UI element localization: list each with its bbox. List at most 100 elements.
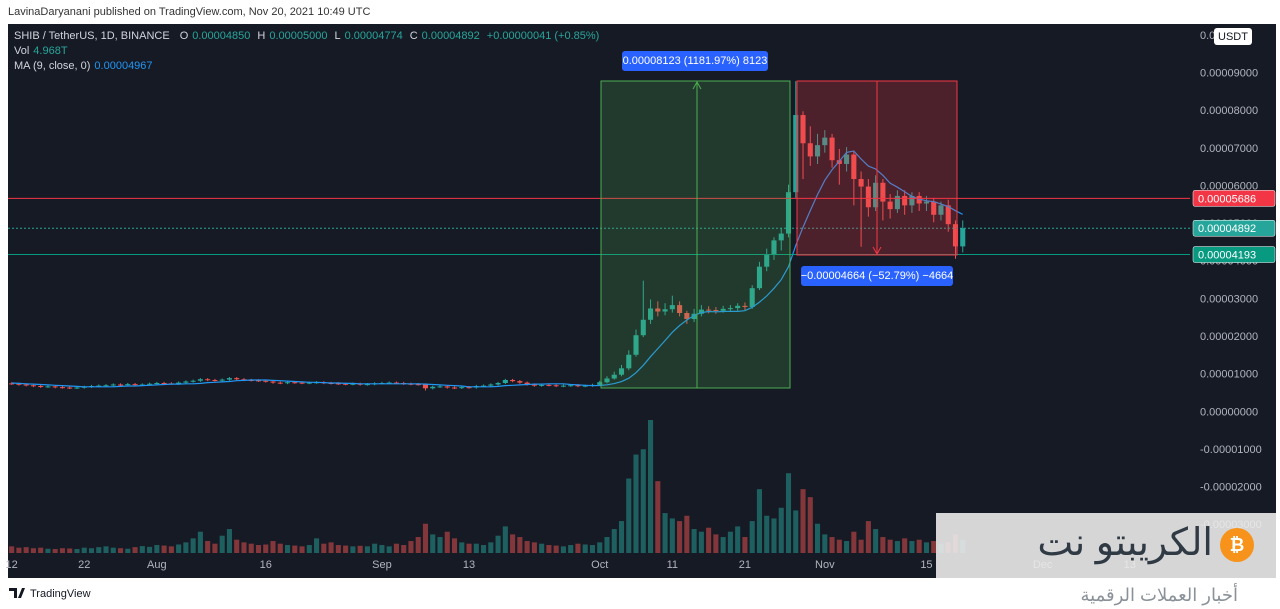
candle-body xyxy=(873,182,879,208)
change: +0.00000041 (+0.85%) xyxy=(486,30,600,42)
volume-bar xyxy=(720,537,726,553)
publisher: LavinaDaryanani published on TradingView… xyxy=(8,6,371,18)
x-tick-label: Sep xyxy=(372,559,392,571)
x-tick-label: 12 xyxy=(6,559,18,571)
volume-bar xyxy=(415,537,421,553)
brand-logo xyxy=(9,588,25,598)
candle-body xyxy=(212,379,218,381)
candle-body xyxy=(844,154,850,164)
candle-body xyxy=(241,379,247,381)
plot-area xyxy=(8,81,1190,553)
volume-bar xyxy=(473,543,479,553)
candle-body xyxy=(190,380,196,382)
volume-bar xyxy=(640,449,646,553)
candle-body xyxy=(902,195,908,206)
candle-body xyxy=(74,387,80,389)
volume-bar xyxy=(125,548,131,553)
candle-body xyxy=(277,382,283,384)
volume-bar xyxy=(626,478,632,553)
candle-body xyxy=(851,154,857,180)
volume-bar xyxy=(30,548,36,553)
volume-bar xyxy=(502,526,508,553)
candle-body xyxy=(894,195,900,210)
volume-bar xyxy=(437,537,443,553)
candle-body xyxy=(807,143,813,157)
volume-bar xyxy=(364,546,370,553)
candle-body xyxy=(764,255,770,267)
volume-bar xyxy=(873,529,879,553)
volume-bar xyxy=(793,510,799,553)
ma-line xyxy=(11,150,963,388)
candle-body xyxy=(669,305,675,310)
volume-bar xyxy=(858,539,864,553)
volume-bar xyxy=(110,547,116,553)
y-tick-label: 0.00001000 xyxy=(1200,369,1258,381)
candle-body xyxy=(713,309,719,311)
volume-bar xyxy=(648,420,654,553)
volume-bar xyxy=(379,545,385,553)
volume-bar xyxy=(45,548,51,553)
volume-bar xyxy=(299,546,305,553)
ohlc-value: 0.00005000 xyxy=(269,30,328,42)
volume-bar xyxy=(219,535,225,553)
ohlc-key: H xyxy=(257,30,266,42)
volume-bar xyxy=(154,545,160,553)
volume-bar xyxy=(263,544,269,553)
volume-bar xyxy=(575,543,581,553)
price-badge-label: 0.00005686 xyxy=(1198,193,1256,205)
price-badge xyxy=(1192,246,1276,263)
watermark-box xyxy=(936,513,1276,578)
candle-body xyxy=(263,380,269,382)
volume-bar xyxy=(350,546,356,553)
volume-bar xyxy=(451,538,458,553)
candle-body xyxy=(154,383,160,385)
ohlc-key: O xyxy=(179,30,189,42)
ohlc-value: 0.00004774 xyxy=(344,30,403,42)
candle-body xyxy=(626,354,632,369)
volume-bar xyxy=(226,529,232,553)
candle-body xyxy=(880,182,886,202)
candle-body xyxy=(23,384,29,386)
volume-bar xyxy=(321,543,327,553)
volume-bar xyxy=(38,547,44,553)
candle-body xyxy=(52,386,58,388)
candle-body xyxy=(800,115,806,144)
candle-body xyxy=(430,386,436,389)
volume-bar xyxy=(234,539,240,553)
volume-bar xyxy=(582,544,588,553)
volume-bar xyxy=(822,534,828,553)
candle-body xyxy=(648,308,654,320)
candle-body xyxy=(597,382,603,385)
candle-body xyxy=(539,384,545,386)
candle-body xyxy=(197,379,203,381)
y-tick-label: 0.00006000 xyxy=(1200,180,1258,192)
price-badge xyxy=(1192,219,1276,237)
volume-value: 4.968T xyxy=(33,45,68,57)
ohlc-key: C xyxy=(409,30,418,42)
candle-body xyxy=(393,382,399,384)
y-tick-label: 0.0 xyxy=(1200,30,1215,42)
candle-body xyxy=(270,381,276,383)
volume-bar xyxy=(74,549,80,553)
candle-body xyxy=(335,383,341,385)
ma-label: MA (9, close, 0) xyxy=(14,60,91,72)
candle-body xyxy=(785,192,792,234)
candle-body xyxy=(756,266,762,289)
candle-body xyxy=(858,179,864,187)
volume-bar xyxy=(52,549,58,553)
candle-body xyxy=(38,386,44,388)
currency-label: USDT xyxy=(1218,31,1248,43)
candle-body xyxy=(422,384,429,389)
y-tick-label: 0.00000000 xyxy=(1200,406,1258,418)
volume-bar xyxy=(836,539,842,553)
y-tick-label: 0.00007000 xyxy=(1200,143,1258,155)
candle-body xyxy=(110,384,116,386)
volume-bar xyxy=(568,545,574,553)
volume-bar xyxy=(277,543,283,553)
price-badge-label: 0.00004892 xyxy=(1198,223,1256,235)
candle-body xyxy=(691,313,697,320)
volume-bar xyxy=(357,545,363,553)
candle-body xyxy=(437,386,443,388)
volume-bar xyxy=(764,515,770,553)
volume-bar xyxy=(771,518,777,553)
